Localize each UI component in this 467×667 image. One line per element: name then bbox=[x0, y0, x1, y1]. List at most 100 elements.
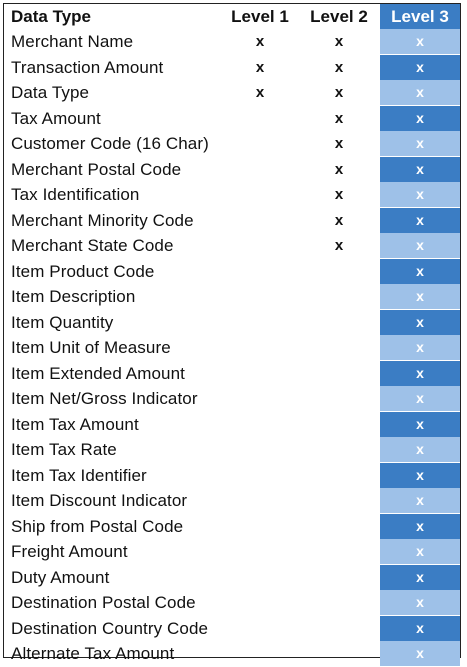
table-row: Item Net/Gross Indicator x bbox=[4, 386, 460, 412]
level-3-mark: x bbox=[380, 284, 460, 310]
level-1-mark bbox=[222, 131, 298, 157]
table-row: Destination Country Code x bbox=[4, 615, 460, 642]
level-3-mark: x bbox=[380, 641, 460, 667]
level-1-mark bbox=[222, 233, 298, 259]
table-row: Item Tax Identifier x bbox=[4, 462, 460, 489]
table-row: Transaction Amount x x x bbox=[4, 54, 460, 80]
level-3-mark: x bbox=[380, 411, 460, 437]
data-type-cell: Destination Country Code bbox=[11, 618, 209, 638]
table-row: Merchant Minority Code x x bbox=[4, 207, 460, 234]
header-row: Data Type Level 1 Level 2 Level 3 bbox=[4, 4, 460, 29]
table-row: Item Extended Amount x bbox=[4, 360, 460, 387]
level-2-mark bbox=[298, 641, 380, 667]
level-1-mark bbox=[222, 641, 298, 667]
data-type-cell: Merchant Postal Code bbox=[11, 159, 182, 179]
table-body: Merchant Name x x x Transaction Amount x x x Dat… bbox=[4, 29, 460, 667]
data-type-cell: Alternate Tax Amount bbox=[11, 644, 175, 664]
level-1-mark bbox=[222, 335, 298, 361]
data-type-cell: Item Net/Gross Indicator bbox=[11, 389, 198, 409]
table-row: Alternate Tax Amount x bbox=[4, 641, 460, 667]
level-3-mark: x bbox=[380, 131, 460, 157]
level-3-mark: x bbox=[380, 258, 460, 284]
level-1-mark bbox=[222, 565, 298, 591]
level-2-mark bbox=[298, 590, 380, 616]
level-1-mark bbox=[222, 386, 298, 412]
level-3-mark: x bbox=[380, 437, 460, 463]
level-3-mark: x bbox=[380, 182, 460, 208]
table-row: Merchant Name x x x bbox=[4, 29, 460, 55]
data-type-cell: Transaction Amount bbox=[11, 57, 164, 77]
data-type-cell: Freight Amount bbox=[11, 542, 128, 562]
table-row: Duty Amount x bbox=[4, 564, 460, 591]
level-2-mark bbox=[298, 310, 380, 336]
level-1-mark bbox=[222, 488, 298, 514]
level-2-mark: x bbox=[334, 237, 344, 255]
level-1-mark: x bbox=[255, 33, 265, 51]
data-type-cell: Item Tax Identifier bbox=[11, 465, 147, 485]
table-row: Item Product Code x bbox=[4, 258, 460, 285]
level-1-mark bbox=[222, 412, 298, 438]
table-row: Merchant Postal Code x x bbox=[4, 156, 460, 183]
level-3-mark: x bbox=[380, 462, 460, 488]
level-3-mark: x bbox=[380, 309, 460, 335]
level-1-mark bbox=[222, 463, 298, 489]
level-3-mark: x bbox=[380, 54, 460, 80]
header-data-type: Data Type bbox=[11, 7, 91, 26]
level-1-mark bbox=[222, 616, 298, 642]
level-1-mark bbox=[222, 259, 298, 285]
level-2-mark: x bbox=[334, 84, 344, 102]
data-type-cell: Item Product Code bbox=[11, 261, 155, 281]
level-1-mark: x bbox=[255, 84, 265, 102]
level-2-mark bbox=[298, 361, 380, 387]
level-1-mark bbox=[222, 182, 298, 208]
header-level-3: Level 3 bbox=[380, 4, 460, 29]
level-3-mark: x bbox=[380, 233, 460, 259]
level-3-mark: x bbox=[380, 105, 460, 131]
data-type-cell: Ship from Postal Code bbox=[11, 516, 184, 536]
level-2-mark bbox=[298, 565, 380, 591]
data-type-cell: Item Tax Amount bbox=[11, 414, 139, 434]
table-row: Merchant State Code x x bbox=[4, 233, 460, 259]
table-row: Customer Code (16 Char) x x bbox=[4, 131, 460, 157]
level-2-mark bbox=[298, 386, 380, 412]
data-type-cell: Customer Code (16 Char) bbox=[11, 134, 209, 154]
level-1-mark: x bbox=[255, 58, 265, 76]
table-row: Item Quantity x bbox=[4, 309, 460, 336]
level-2-mark bbox=[298, 437, 380, 463]
level-2-mark: x bbox=[334, 109, 344, 127]
level-3-mark: x bbox=[380, 29, 460, 55]
level-3-mark: x bbox=[380, 488, 460, 514]
level-1-mark bbox=[222, 514, 298, 540]
data-type-cell: Item Quantity bbox=[11, 312, 114, 332]
data-type-table: Data Type Level 1 Level 2 Level 3 Mercha… bbox=[4, 4, 460, 667]
header-level-1: Level 1 bbox=[231, 7, 289, 26]
data-type-cell: Merchant Minority Code bbox=[11, 210, 194, 230]
level-2-mark: x bbox=[334, 160, 344, 178]
level-2-mark bbox=[298, 335, 380, 361]
table-row: Tax Identification x x bbox=[4, 182, 460, 208]
table-row: Item Tax Amount x bbox=[4, 411, 460, 438]
level-2-mark bbox=[298, 616, 380, 642]
table-row: Item Unit of Measure x bbox=[4, 335, 460, 361]
data-type-cell: Tax Identification bbox=[11, 185, 140, 205]
data-type-cell: Item Extended Amount bbox=[11, 363, 185, 383]
data-type-cell: Item Discount Indicator bbox=[11, 491, 188, 511]
level-1-mark bbox=[222, 361, 298, 387]
level-3-mark: x bbox=[380, 539, 460, 565]
data-type-cell: Tax Amount bbox=[11, 108, 101, 128]
table-row: Destination Postal Code x bbox=[4, 590, 460, 616]
level-1-mark bbox=[222, 208, 298, 234]
level-1-mark bbox=[222, 590, 298, 616]
level-3-mark: x bbox=[380, 513, 460, 539]
data-type-cell: Item Description bbox=[11, 287, 136, 307]
level-3-mark: x bbox=[380, 564, 460, 590]
level-3-mark: x bbox=[380, 156, 460, 182]
data-type-cell: Item Unit of Measure bbox=[11, 338, 171, 358]
header-level-2: Level 2 bbox=[310, 7, 368, 26]
level-2-mark bbox=[298, 488, 380, 514]
data-type-cell: Merchant Name bbox=[11, 32, 134, 52]
level-1-mark bbox=[222, 157, 298, 183]
level-3-mark: x bbox=[380, 335, 460, 361]
level-3-mark: x bbox=[380, 615, 460, 641]
level-2-mark bbox=[298, 514, 380, 540]
